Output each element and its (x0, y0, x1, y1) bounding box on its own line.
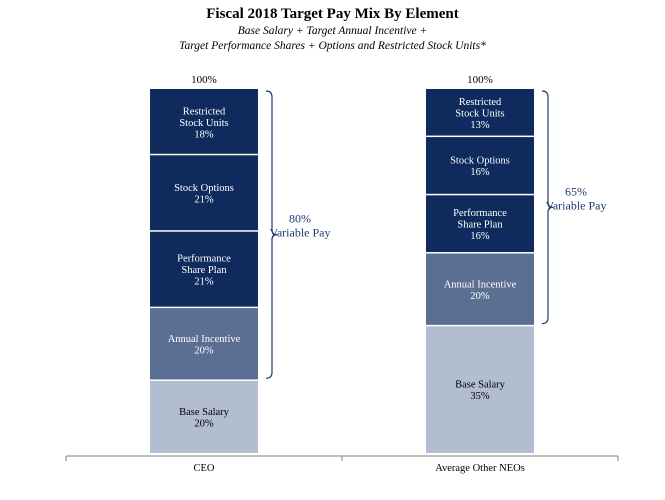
variable-pay-bracket-average-other-neos (541, 90, 554, 325)
bar-segment-restricted-stock-units-average-other-neos (426, 89, 534, 136)
total-label-average-other-neos: 100% (467, 74, 493, 86)
bar-segment-base-salary-ceo (150, 380, 258, 453)
category-label-average-other-neos: Average Other NEOs (435, 463, 525, 474)
bar-label-base-salary-average-other-neos: Base Salary 35% (455, 380, 506, 403)
bar-label-restricted-stock-units-average-other-neos: Restricted Stock Units 13% (455, 97, 504, 131)
chart-title: Fiscal 2018 Target Pay Mix By Element (206, 6, 459, 22)
bar-segment-stock-options-average-other-neos (426, 137, 534, 194)
bar-segment-stock-options-ceo (150, 155, 258, 231)
bar-label-performance-share-plan-average-other-neos: Performance Share Plan 16% (453, 208, 507, 242)
variable-pay-label-average-other-neos: 65% Variable Pay (546, 184, 607, 212)
bar-segment-annual-incentive-ceo (150, 308, 258, 380)
bar-segment-base-salary-average-other-neos (426, 326, 534, 453)
variable-pay-label-ceo: 80% Variable Pay (270, 212, 331, 240)
bar-label-performance-share-plan-ceo: Performance Share Plan 21% (177, 254, 231, 288)
bar-label-base-salary-ceo: Base Salary 20% (179, 407, 230, 430)
chart-subtitle-line-1: Base Salary + Target Annual Incentive + (237, 25, 428, 37)
category-label-ceo: CEO (194, 463, 215, 474)
bar-segment-annual-incentive-average-other-neos (426, 253, 534, 325)
bar-label-stock-options-ceo: Stock Options 21% (174, 183, 234, 206)
bar-label-annual-incentive-ceo: Annual Incentive 20% (168, 334, 241, 357)
variable-pay-bracket-ceo (265, 90, 278, 379)
bar-segment-restricted-stock-units-ceo (150, 89, 258, 154)
bar-label-stock-options-average-other-neos: Stock Options 16% (450, 156, 510, 179)
bar-label-restricted-stock-units-ceo: Restricted Stock Units 18% (179, 106, 228, 140)
total-label-ceo: 100% (191, 74, 217, 86)
bar-segment-performance-share-plan-average-other-neos (426, 195, 534, 253)
bar-label-annual-incentive-average-other-neos: Annual Incentive 20% (444, 279, 517, 302)
bar-segment-performance-share-plan-ceo (150, 231, 258, 307)
chart-subtitle-line-2: Target Performance Shares + Options and … (179, 40, 486, 52)
